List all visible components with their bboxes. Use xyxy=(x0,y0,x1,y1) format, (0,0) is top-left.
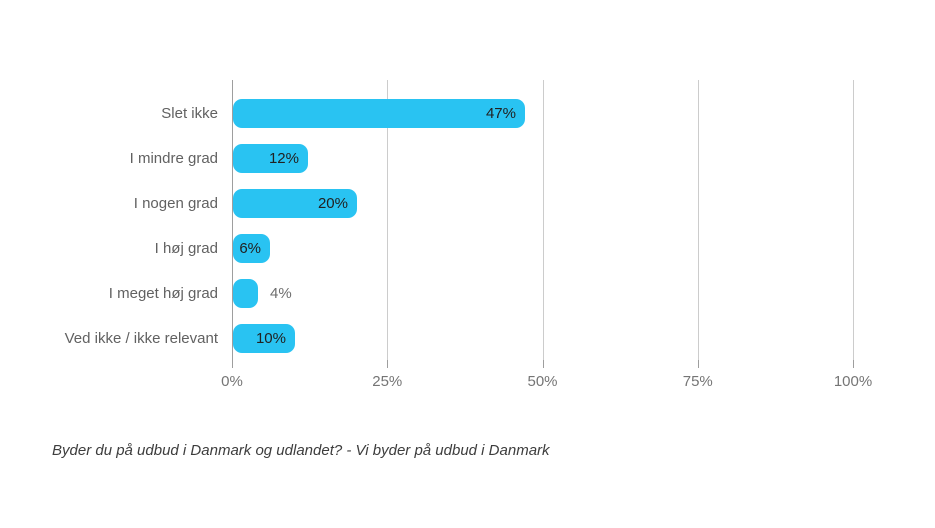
bar[interactable] xyxy=(233,189,357,218)
x-axis-tick-label: 75% xyxy=(682,373,713,390)
bar-value-label: 10% xyxy=(255,330,286,347)
axis-tick xyxy=(232,360,233,368)
bar[interactable] xyxy=(233,324,295,353)
category-label: I mindre grad xyxy=(129,150,218,167)
x-axis-tick-label: 0% xyxy=(221,373,243,390)
bar[interactable] xyxy=(233,144,308,173)
gridline xyxy=(697,80,699,368)
axis-tick xyxy=(542,360,544,368)
category-label: Ved ikke / ikke relevant xyxy=(64,330,218,347)
bar[interactable] xyxy=(233,99,525,128)
gridline xyxy=(853,80,854,368)
bar-value-label: 4% xyxy=(270,285,292,302)
bar-value-label: 12% xyxy=(268,150,299,167)
bar[interactable] xyxy=(233,234,270,263)
chart-caption: Byder du på udbud i Danmark og udlandet?… xyxy=(52,442,550,459)
x-axis-tick-label: 50% xyxy=(527,373,558,390)
gridline xyxy=(387,80,389,368)
axis-tick xyxy=(697,360,699,368)
bar-value-label: 47% xyxy=(485,105,516,122)
category-label: I nogen grad xyxy=(133,195,218,212)
bar[interactable] xyxy=(233,279,258,308)
y-axis-line xyxy=(232,80,233,368)
bar-value-label: 20% xyxy=(317,195,348,212)
category-label: I meget høj grad xyxy=(108,285,218,302)
category-label: I høj grad xyxy=(154,240,218,257)
category-label: Slet ikke xyxy=(161,105,218,122)
x-axis-tick-label: 25% xyxy=(372,373,403,390)
axis-tick xyxy=(853,360,854,368)
x-axis-tick-label: 100% xyxy=(833,373,873,390)
bar-value-label: 6% xyxy=(239,240,261,257)
gridline xyxy=(542,80,544,368)
axis-tick xyxy=(387,360,389,368)
